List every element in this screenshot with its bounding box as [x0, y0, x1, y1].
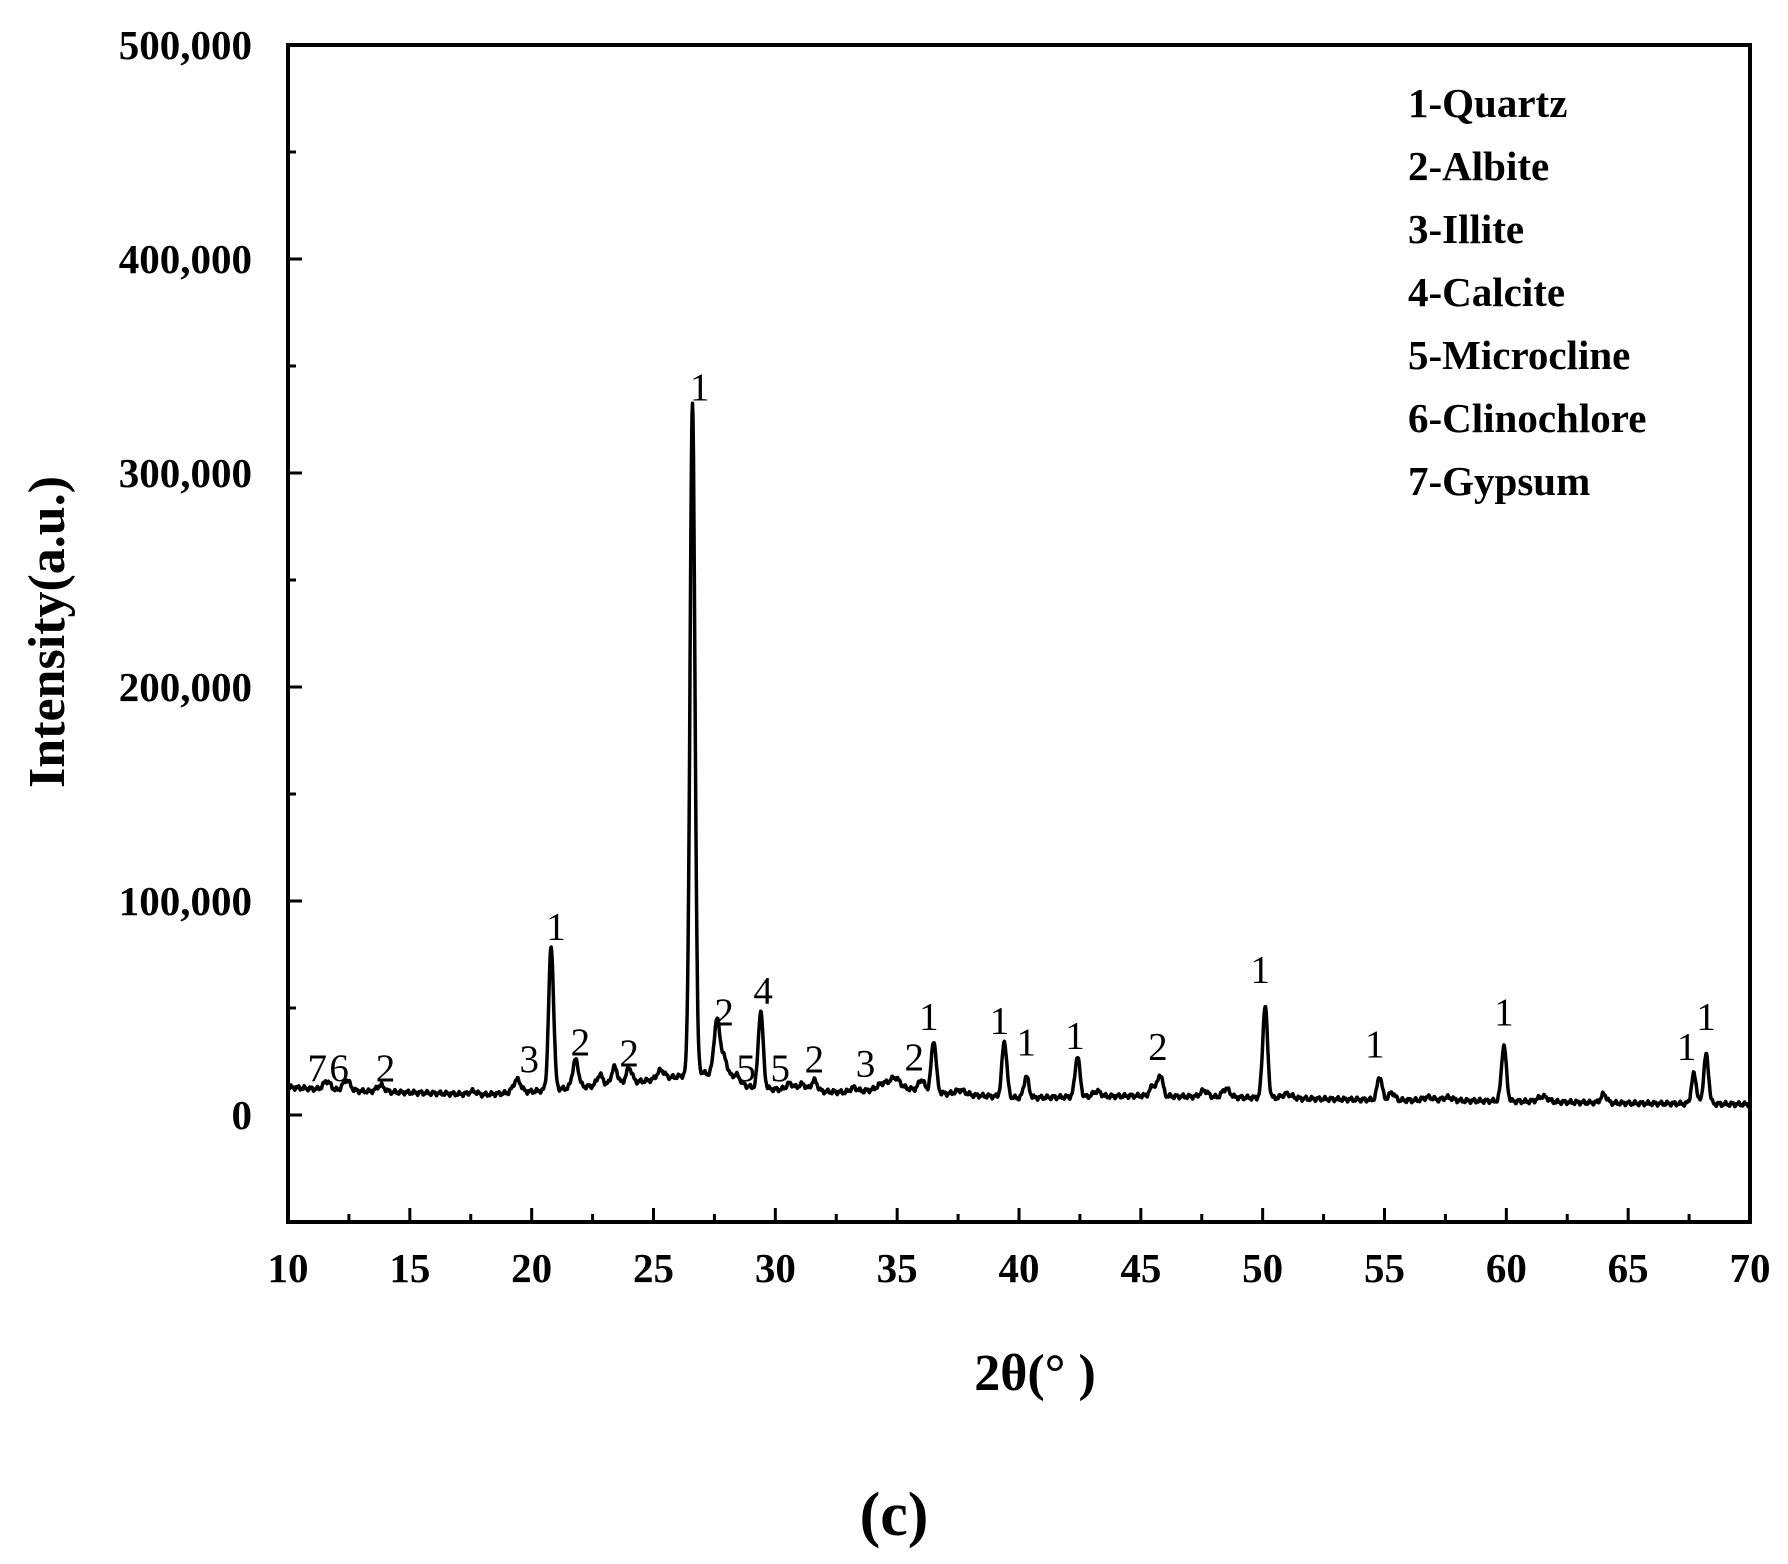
y-tick-label: 300,000 [119, 450, 252, 496]
x-tick-label: 10 [268, 1245, 309, 1291]
legend-entry: 4-Calcite [1408, 269, 1565, 315]
peak-label: 7 [307, 1047, 327, 1090]
peak-label: 2 [571, 1021, 591, 1064]
peak-label: 3 [519, 1038, 539, 1081]
peak-label: 2 [805, 1038, 825, 1081]
y-tick-label: 200,000 [119, 664, 252, 710]
legend-entry: 7-Gypsum [1408, 458, 1590, 504]
peak-label: 3 [856, 1042, 876, 1085]
xrd-pattern-line [286, 401, 1752, 1109]
x-tick-label: 50 [1242, 1245, 1283, 1291]
legend-entry: 5-Microcline [1408, 332, 1630, 378]
peak-label: 1 [919, 995, 939, 1038]
legend-entry: 1-Quartz [1408, 80, 1567, 126]
x-axis-title: 2θ(° ) [974, 1345, 1096, 1402]
spectrum-layer [286, 401, 1752, 1109]
peak-label: 1 [1494, 991, 1514, 1034]
peak-label: 4 [753, 970, 773, 1013]
x-tick-label: 45 [1120, 1245, 1161, 1291]
peak-label: 1 [690, 366, 710, 409]
legend-entry: 6-Clinochlore [1408, 395, 1646, 441]
peak-label: 2 [619, 1032, 639, 1075]
peak-label: 1 [1365, 1023, 1385, 1066]
legend: 1-Quartz 2-Albite 3-Illite 4-Calcite 5-Micro… [1408, 80, 1646, 504]
peak-label: 1 [990, 1000, 1010, 1043]
x-tick-label: 15 [389, 1245, 430, 1291]
tick-layer: 10 15 20 25 30 35 40 45 50 55 60 65 700100,000200,00… [119, 22, 1771, 1291]
peak-label: 1 [1250, 948, 1270, 991]
x-tick-label: 60 [1486, 1245, 1527, 1291]
x-tick-label: 30 [755, 1245, 796, 1291]
peak-label: 2 [376, 1047, 396, 1090]
peak-label: 1 [1677, 1025, 1697, 1068]
peak-label: 2 [714, 991, 734, 1034]
panel-label: (c) [860, 1481, 929, 1549]
legend-entry: 2-Albite [1408, 143, 1549, 189]
x-tick-label: 25 [633, 1245, 674, 1291]
peak-label: 1 [1065, 1015, 1085, 1058]
peak-label: 2 [1148, 1025, 1168, 1068]
x-tick-label: 40 [999, 1245, 1040, 1291]
y-tick-label: 0 [232, 1092, 253, 1138]
peak-label: 6 [329, 1047, 349, 1090]
peak-label: 2 [904, 1036, 924, 1079]
y-tick-label: 500,000 [119, 22, 252, 68]
x-tick-label: 20 [511, 1245, 552, 1291]
x-tick-label: 65 [1608, 1245, 1649, 1291]
peak-label: 1 [1696, 995, 1716, 1038]
peak-label: 1 [1017, 1021, 1037, 1064]
x-tick-label: 70 [1730, 1245, 1771, 1291]
x-tick-label: 55 [1364, 1245, 1405, 1291]
peak-label: 5 [770, 1047, 790, 1090]
y-tick-label: 400,000 [119, 236, 252, 282]
peak-label: 1 [546, 906, 566, 949]
peak-label: 5 [736, 1047, 756, 1090]
y-tick-label: 100,000 [119, 878, 252, 924]
legend-entry: 3-Illite [1408, 206, 1524, 252]
x-tick-label: 35 [877, 1245, 918, 1291]
y-axis-title: Intensity(a.u.) [19, 476, 76, 788]
